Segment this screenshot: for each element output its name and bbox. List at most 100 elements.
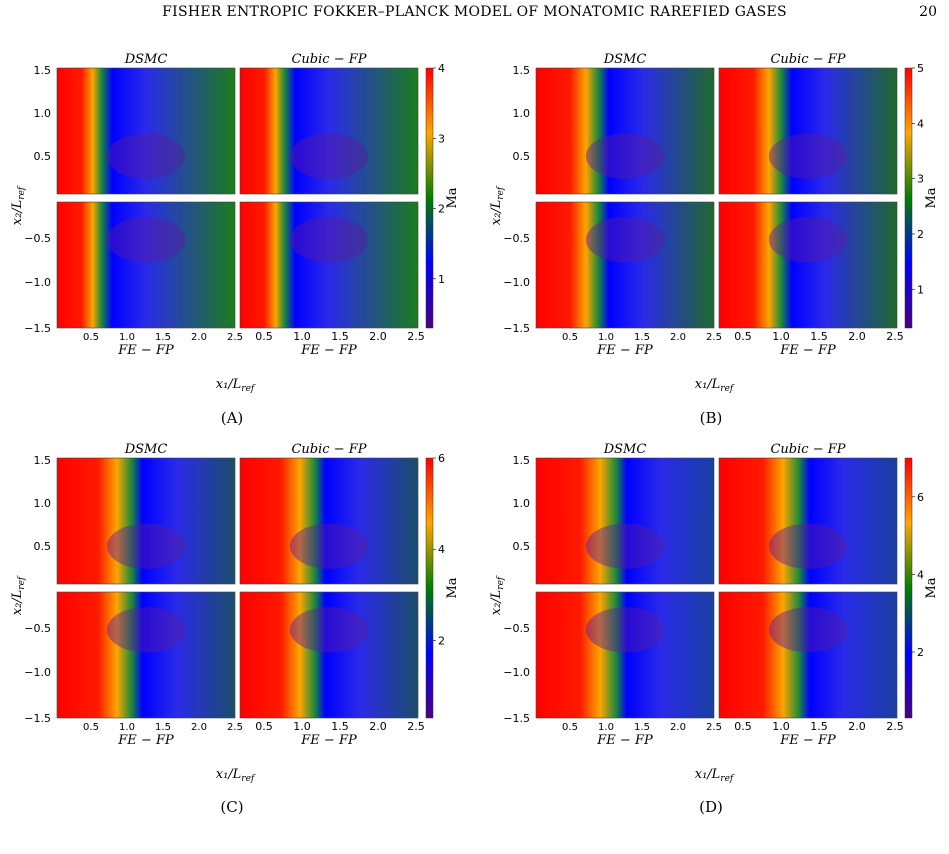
wake-region [768,523,848,569]
wake-region [585,217,665,263]
y-tick-label: −1.0 [503,276,530,289]
y-tick-label: 1.0 [34,107,52,120]
x-tick-label: 1.5 [155,332,171,343]
contour-field-cubic-fp-top [719,458,897,584]
y-tick-label: −1.5 [24,712,51,725]
x-tick-label: 2.5 [706,722,722,733]
subfigure-caption-a: (A) [220,409,244,427]
contour-field-dsmc-top [57,68,235,194]
colorbar-tick-label: 3 [917,173,924,186]
contour-field-fe-fp-bottom-right [719,202,897,328]
colorbar-tick-label: 2 [438,203,445,216]
wake-region [289,217,369,263]
x-tick-label: 2.0 [191,332,207,343]
wake-region [106,133,186,179]
y-tick-label: 1.0 [34,497,52,510]
wake-region [768,133,848,179]
wake-region [289,523,369,569]
subfigure-caption-d: (D) [699,798,723,816]
fe-fp-label-left: FE − FP [117,343,174,358]
colorbar-tick-label: 2 [917,228,924,241]
panel-frame [56,591,236,719]
x-axis-label-sub: ref [720,384,735,394]
x-tick-label: 2.0 [369,330,387,343]
y-tick-label: 0.5 [34,150,52,163]
fe-fp-label-left: FE − FP [596,733,653,748]
y-axis-label: x₂/Lref [10,185,27,225]
colorbar-tick-label: 1 [438,273,445,286]
x-tick-label: 1.5 [634,332,650,343]
x-tick-label: 0.5 [83,722,99,733]
x-tick-label: 2.5 [407,330,425,343]
panel-frame [535,67,715,195]
y-tick-label: −1.0 [503,666,530,679]
panel-frame [239,67,419,195]
y-tick-label: −0.5 [24,232,51,245]
fe-fp-label-left: FE − FP [596,343,653,358]
wake-region [585,607,665,653]
y-axis-label-sub: ref [496,575,506,590]
x-tick-label: 0.5 [255,330,273,343]
panel-frame [535,591,715,719]
x-tick-label: 1.0 [119,332,135,343]
x-tick-label: 1.0 [119,722,135,733]
subfigure-caption-b: (B) [699,409,723,427]
colorbar-label: Ma [924,187,939,208]
x-tick-label: 1.0 [293,330,311,343]
colorbar-tick-label: 6 [917,491,924,504]
colorbar-tick-label: 3 [438,132,445,145]
x-tick-label: 0.5 [255,720,273,733]
x-axis-label: x₁/Lref [216,767,256,784]
y-tick-label: 1.5 [513,64,531,77]
x-tick-label: 2.0 [369,720,387,733]
x-tick-label: 0.5 [562,722,578,733]
y-axis-label: x₂/Lref [489,185,506,225]
y-tick-label: −1.5 [24,322,51,335]
panel-frame [718,591,898,719]
x-tick-label: 2.5 [886,720,904,733]
x-axis-label-sub: ref [720,774,735,784]
colorbar-label: Ma [445,577,460,598]
page-number: 20 [919,4,937,20]
panel-frame [239,457,419,585]
y-tick-label: −1.0 [24,666,51,679]
x-tick-label: 0.5 [83,332,99,343]
panel-frame [56,201,236,329]
dsmc-title: DSMC [603,442,647,457]
panel-frame [56,67,236,195]
x-axis-label: x₁/Lref [695,377,735,394]
subfigure-caption-c: (C) [220,798,244,816]
wake-region [106,523,186,569]
panel-frame [718,201,898,329]
x-tick-label: 1.0 [293,720,311,733]
colorbar-tick-label: 5 [917,62,924,75]
contour-field-fe-fp-bottom-right [240,202,418,328]
wake-region [768,607,848,653]
colorbar [425,457,434,719]
y-tick-label: 1.0 [513,107,531,120]
colorbar-tick-label: 4 [438,543,445,556]
contour-field-cubic-fp-top [719,68,897,194]
x-tick-label: 2.5 [227,722,243,733]
y-axis-label-sub: ref [17,575,27,590]
y-tick-label: 1.0 [513,497,531,510]
panel-frame [239,591,419,719]
y-tick-label: 1.5 [34,64,52,77]
dsmc-title: DSMC [124,442,168,457]
fe-fp-label-right: FE − FP [779,343,836,358]
x-tick-label: 1.5 [634,722,650,733]
x-axis-label: x₁/Lref [216,377,256,394]
wake-region [585,133,665,179]
colorbar [425,67,434,329]
y-tick-label: −0.5 [503,232,530,245]
dsmc-title: DSMC [124,52,168,67]
cubic-fp-title: Cubic − FP [291,52,366,67]
x-tick-label: 1.0 [772,720,790,733]
colorbar-tick-label: 2 [438,634,445,647]
fe-fp-label-right: FE − FP [779,733,836,748]
x-tick-label: 0.5 [734,720,752,733]
x-axis-label-sub: ref [241,774,256,784]
wake-region [768,217,848,263]
